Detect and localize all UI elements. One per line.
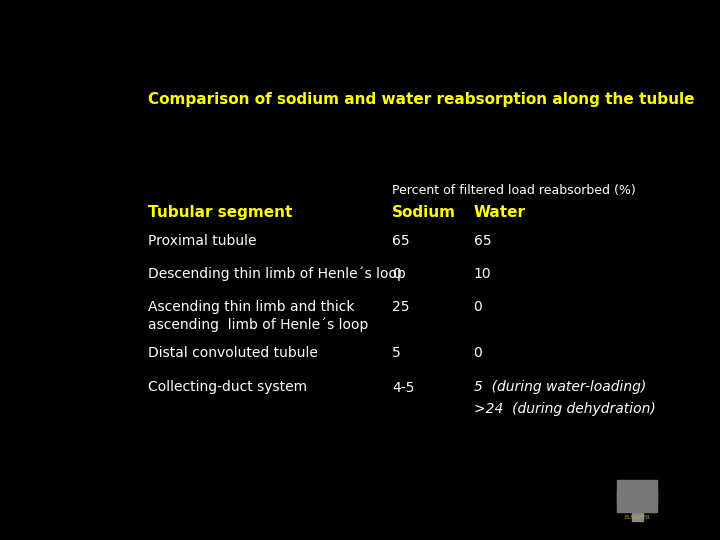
Text: 0: 0 bbox=[392, 267, 401, 281]
Text: Tubular segment: Tubular segment bbox=[148, 205, 292, 220]
Text: Comparison of sodium and water reabsorption along the tubule: Comparison of sodium and water reabsorpt… bbox=[148, 92, 695, 107]
Text: Collecting-duct system: Collecting-duct system bbox=[148, 381, 307, 395]
Text: 10: 10 bbox=[474, 267, 491, 281]
Text: 25: 25 bbox=[392, 300, 410, 314]
Text: 4-5: 4-5 bbox=[392, 381, 415, 395]
Bar bbox=[631, 509, 643, 522]
Text: Distal convoluted tubule: Distal convoluted tubule bbox=[148, 346, 318, 360]
Text: 0: 0 bbox=[474, 300, 482, 314]
Text: Percent of filtered load reabsorbed (%): Percent of filtered load reabsorbed (%) bbox=[392, 184, 636, 197]
Text: 65: 65 bbox=[474, 234, 491, 248]
Text: 65: 65 bbox=[392, 234, 410, 248]
Text: 0: 0 bbox=[474, 346, 482, 360]
Text: Ascending thin limb and thick
ascending  limb of Henle´s loop: Ascending thin limb and thick ascending … bbox=[148, 300, 369, 332]
Text: Descending thin limb of Henle´s loop: Descending thin limb of Henle´s loop bbox=[148, 267, 406, 281]
FancyArrow shape bbox=[618, 500, 657, 512]
Text: ELSEVIER: ELSEVIER bbox=[624, 515, 650, 520]
Text: Sodium: Sodium bbox=[392, 205, 456, 220]
FancyArrow shape bbox=[618, 480, 657, 497]
Text: >24  (during dehydration): >24 (during dehydration) bbox=[474, 402, 655, 416]
FancyArrow shape bbox=[618, 490, 657, 504]
Text: 5: 5 bbox=[392, 346, 401, 360]
Text: 5  (during water-loading): 5 (during water-loading) bbox=[474, 381, 646, 395]
Text: Water: Water bbox=[474, 205, 526, 220]
Text: Proximal tubule: Proximal tubule bbox=[148, 234, 256, 248]
